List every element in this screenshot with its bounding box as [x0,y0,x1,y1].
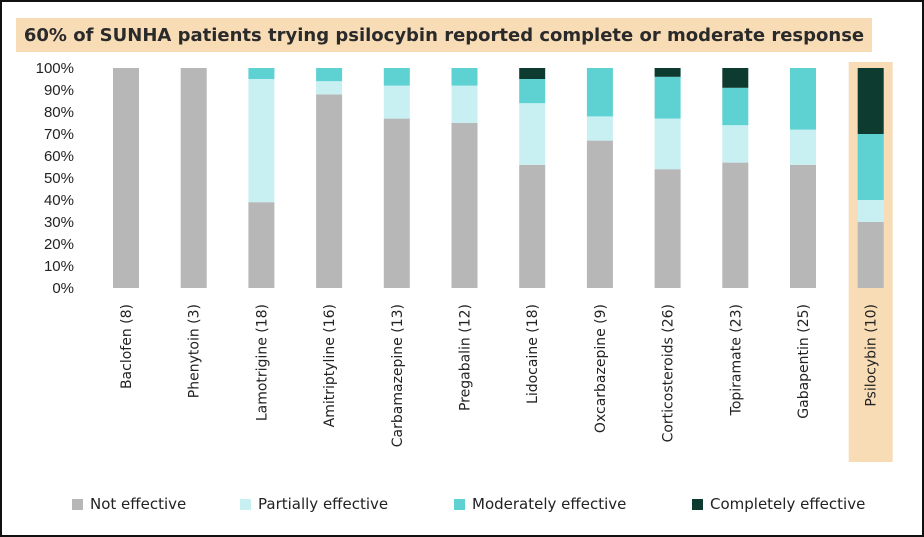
bar-segment [654,76,681,119]
bar-segment [113,68,139,288]
bar-segment [519,103,546,165]
bar-segment [248,202,275,288]
bar-segment [722,87,749,126]
bar-segment [790,68,816,130]
category-label: Gabapentin (25) [796,304,812,419]
category-label: Topiramate (23) [728,304,744,416]
bar-segment [383,118,410,288]
category-label: Carbamazepine (13) [390,304,406,447]
bar-segment [857,222,884,288]
bar-segment [722,125,749,163]
bar-segment [519,164,546,288]
y-tick-label: 60% [44,148,74,165]
bar-segment [248,79,275,203]
bar-segment [722,162,749,288]
legend-label: Not effective [90,495,187,513]
bar-segment [857,68,884,134]
legend-label: Partially effective [258,495,389,513]
bar-segment [451,68,478,86]
y-tick-label: 20% [44,236,74,253]
legend-item: Not effective [72,492,186,516]
y-tick-label: 10% [44,258,74,275]
bar-segment [654,169,681,288]
bar-segment [654,118,681,170]
y-tick-label: 90% [44,82,74,99]
legend-item: Moderately effective [454,492,626,516]
y-tick-label: 30% [44,214,74,231]
bar-segment [451,123,478,288]
bar-segment [316,81,343,95]
bar-segment [248,68,275,79]
category-label: Lidocaine (18) [525,304,541,404]
bar-segment [790,164,816,288]
bar-segment [383,68,410,86]
category-label: Baclofen (8) [119,304,135,389]
bar-segment [519,68,546,79]
legend: Not effective Partially effective Moderate… [72,492,902,516]
legend-swatch [454,498,465,510]
category-label: Amitriptyline (16) [322,304,338,427]
category-label: Pregabalin (12) [458,304,474,411]
bar-segment [790,129,816,165]
y-tick-label: 70% [44,126,74,143]
bar-segment [654,68,681,77]
bar-segment [180,68,207,288]
legend-swatch [240,498,251,510]
bar-segment [586,116,613,141]
category-label: Corticosteroids (26) [661,304,677,442]
bar-segment [722,68,749,88]
y-tick-label: 0% [52,280,74,297]
legend-label: Completely effective [710,495,866,513]
chart-title: 60% of SUNHA patients trying psilocybin … [23,24,865,46]
bar-segment [383,85,410,119]
bar-segment [316,68,343,82]
bar-segment [519,79,546,104]
bar-segment [586,68,613,117]
category-label: Phenytoin (3) [187,304,203,398]
y-tick-label: 80% [44,104,74,121]
category-label: Oxcarbazepine (9) [593,304,609,433]
chart-title-band: 60% of SUNHA patients trying psilocybin … [16,18,872,52]
legend-label: Moderately effective [472,495,627,513]
bar-segment [857,200,884,222]
bar-segment [586,140,613,288]
y-tick-label: 100% [36,60,74,77]
legend-item: Partially effective [240,492,388,516]
y-tick-label: 40% [44,192,74,209]
y-tick-label: 50% [44,170,74,187]
legend-swatch [72,498,83,510]
category-label: Lamotrigine (18) [254,304,270,421]
bar-segment [316,94,343,289]
legend-item: Completely effective [692,492,865,516]
category-label: Psilocybin (10) [864,304,880,407]
bar-segment [451,85,478,123]
legend-swatch [692,498,703,510]
bar-segment [857,134,884,200]
